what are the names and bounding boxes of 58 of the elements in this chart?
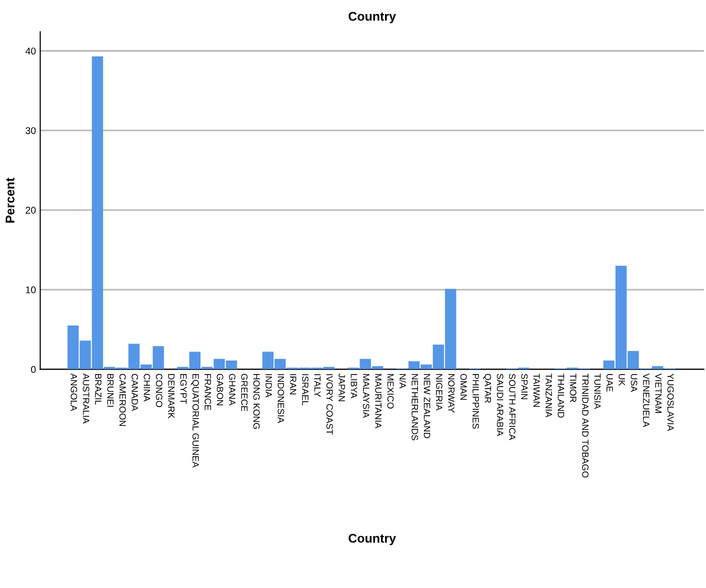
x-tick-label: HONG KONG: [253, 374, 260, 429]
x-tick-label: TRINIDAD AND TOBAGO: [582, 374, 589, 478]
x-tick-label: QATAR: [483, 374, 492, 403]
x-tick-label: TANZANIA: [546, 374, 552, 418]
x-tick-label: EQUATORIAL GUINEA: [190, 374, 199, 468]
y-axis-title: Percent: [6, 178, 14, 223]
x-tick-label: MEXICO: [387, 374, 394, 409]
x-tick-label: BRAZIL: [95, 374, 102, 405]
x-tick-label: ISRAEL: [302, 374, 308, 406]
x-tick-label: VENEZUELA: [643, 373, 650, 428]
x-tick-label: THAILAND: [558, 374, 564, 418]
x-tick-label: MAURITANIA: [375, 374, 382, 428]
y-tick-label: 10: [26, 286, 36, 294]
x-tick-label: PHILIPPINES: [472, 374, 479, 429]
x-tick-label: IVORY COAST: [326, 374, 333, 435]
x-tick-label: LIBYA: [350, 374, 358, 398]
x-tick-label: GHANA: [228, 374, 236, 406]
x-tick-label: EGYPT: [180, 374, 187, 404]
x-tick-label: JAPAN: [338, 374, 345, 402]
x-tick-label: TIMOR: [570, 374, 576, 402]
x-tick-label: CONGO: [156, 374, 162, 408]
x-tick-label: CANADA: [132, 374, 138, 412]
x-tick-label: ANGOLA: [70, 373, 78, 412]
x-tick-label: USA: [630, 374, 638, 392]
x-tick-label: VIETNAM: [655, 373, 662, 413]
x-tick-label: TUNISIA: [594, 374, 601, 410]
x-tick-label: SPAIN: [521, 374, 528, 400]
x-tick-label: GABON: [216, 374, 224, 406]
x-axis-title: Country: [348, 534, 396, 546]
x-tick-label: OMAN: [460, 374, 467, 400]
x-tick-label: FRANCE: [204, 374, 212, 410]
x-tick-label: NIGERIA: [436, 374, 442, 411]
x-tick-label: SOUTH AFRICA: [509, 374, 516, 440]
x-tick-label: DENMARK: [168, 374, 174, 418]
y-tick-label: 40: [25, 48, 36, 54]
x-tick-label: CAMEROON: [119, 374, 126, 426]
x-tick-label: UK: [618, 374, 625, 386]
x-tick-label: CHINA: [144, 374, 150, 402]
x-tick-label: SAUDI ARABIA: [496, 374, 504, 436]
x-tick-label: NORWAY: [448, 374, 455, 413]
x-tick-label: BRUNEI: [107, 374, 114, 407]
x-tick-label: N/A: [399, 374, 406, 388]
chart-title: Country: [348, 12, 396, 24]
x-tick-label: MALAYSIA: [362, 374, 370, 418]
y-tick-label: 30: [26, 127, 36, 134]
x-tick-label: UAE: [606, 374, 613, 392]
y-tick-label: 0: [31, 366, 36, 373]
x-tick-label: TAIWAN: [534, 374, 540, 407]
x-tick-label: INDONESIA: [278, 374, 284, 424]
x-tick-label: INDIA: [266, 374, 272, 398]
x-tick-label: AUSTRALIA: [82, 373, 90, 424]
x-tick-label: NEW ZEALAND: [424, 374, 430, 438]
x-tick-label: GREECE: [241, 374, 248, 412]
y-tick-label: 20: [26, 206, 36, 214]
x-tick-label: ITALY: [314, 374, 321, 397]
x-tick-label: NETHERLANDS: [412, 374, 418, 440]
x-tick-label: IRAN: [290, 374, 296, 394]
x-tick-label: YUGOSLAVIA: [667, 374, 674, 431]
